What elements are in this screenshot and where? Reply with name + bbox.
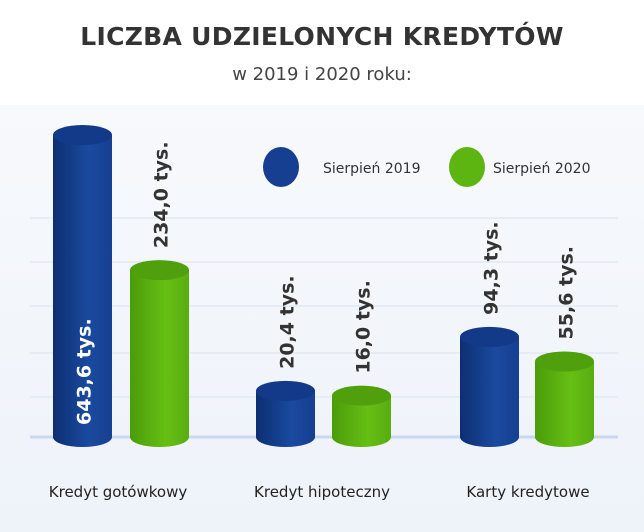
bar-2020-1: 16,0 tys. xyxy=(332,280,391,447)
chart-subtitle: w 2019 i 2020 roku: xyxy=(232,64,412,85)
category-label: Karty kredytowe xyxy=(466,483,589,501)
legend-swatch xyxy=(449,147,485,187)
legend-item-2019: Sierpień 2019 xyxy=(263,147,421,187)
data-label: 94,3 tys. xyxy=(481,221,503,315)
category-label: Kredyt gotówkowy xyxy=(49,483,188,501)
legend-item-2020: Sierpień 2020 xyxy=(449,147,591,187)
data-label: 234,0 tys. xyxy=(151,141,173,248)
bar-2020-2: 55,6 tys. xyxy=(535,246,594,447)
chart-title: LICZBA UDZIELONYCH KREDYTÓW xyxy=(80,22,564,51)
bar-2019-0: 643,6 tys. xyxy=(53,125,112,447)
bar-2020-0: 234,0 tys. xyxy=(130,141,189,447)
data-label: 643,6 tys. xyxy=(74,318,96,425)
bar-2019-1: 20,4 tys. xyxy=(256,275,315,447)
legend-swatch xyxy=(263,147,299,187)
data-label: 20,4 tys. xyxy=(277,275,299,369)
data-label: 55,6 tys. xyxy=(556,246,578,340)
legend-label: Sierpień 2019 xyxy=(323,161,421,177)
bar-2019-2: 94,3 tys. xyxy=(460,221,519,447)
category-label: Kredyt hipoteczny xyxy=(254,483,390,501)
data-label: 16,0 tys. xyxy=(353,280,375,374)
legend-label: Sierpień 2020 xyxy=(493,161,591,177)
